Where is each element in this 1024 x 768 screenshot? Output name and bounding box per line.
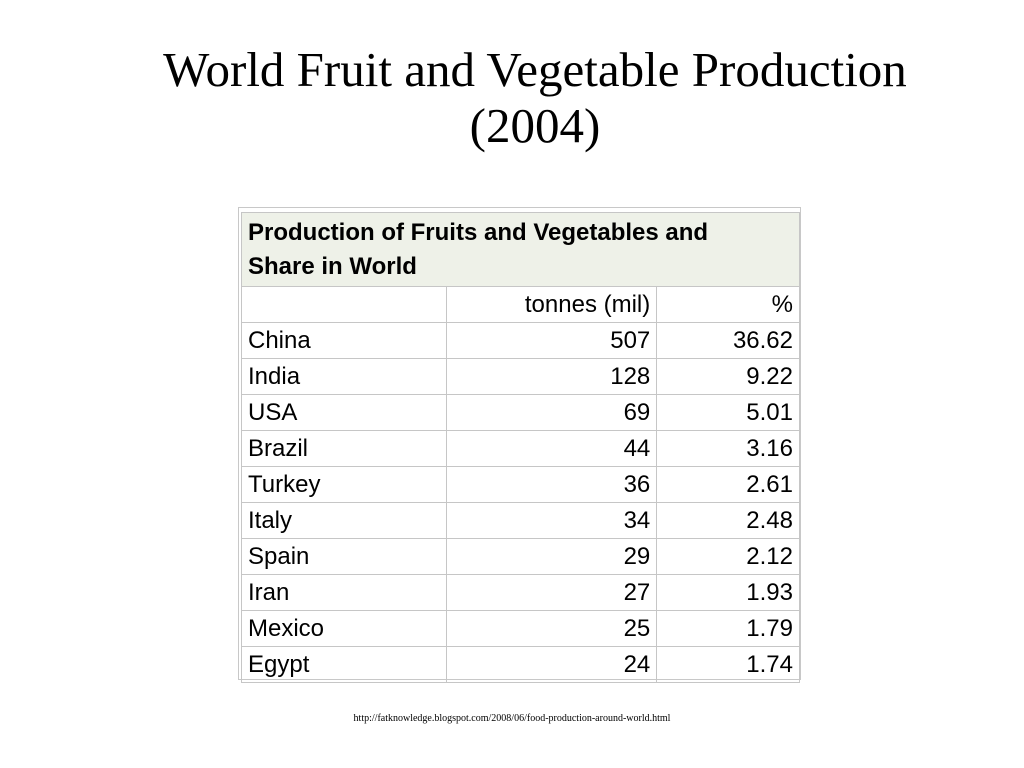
cell-country: Egypt	[241, 646, 447, 683]
cell-country: Brazil	[241, 430, 447, 467]
cell-country: Italy	[241, 502, 447, 539]
cell-tonnes: 128	[445, 358, 658, 395]
table-row: Mexico 25 1.79	[241, 610, 800, 647]
table-row: Turkey 36 2.61	[241, 466, 800, 503]
table-row: India 128 9.22	[241, 358, 800, 395]
table-row: Spain 29 2.12	[241, 538, 800, 575]
cell-country: Spain	[241, 538, 447, 575]
cell-tonnes: 69	[445, 394, 658, 431]
table-row: USA 69 5.01	[241, 394, 800, 431]
cell-percent: 2.48	[656, 502, 800, 539]
cell-country: Mexico	[241, 610, 447, 647]
cell-tonnes: 44	[445, 430, 658, 467]
cell-country: Iran	[241, 574, 447, 611]
cell-percent: 1.74	[656, 646, 800, 683]
slide-title-line-1: World Fruit and Vegetable Production	[163, 42, 907, 97]
header-percent: %	[656, 286, 800, 323]
table-row: China 507 36.62	[241, 322, 800, 359]
cell-percent: 2.61	[656, 466, 800, 503]
cell-tonnes: 36	[445, 466, 658, 503]
cell-percent: 1.93	[656, 574, 800, 611]
cell-percent: 3.16	[656, 430, 800, 467]
cell-percent: 9.22	[656, 358, 800, 395]
cell-tonnes: 27	[445, 574, 658, 611]
cell-percent: 5.01	[656, 394, 800, 431]
table-row: Italy 34 2.48	[241, 502, 800, 539]
cell-country: Turkey	[241, 466, 447, 503]
cell-tonnes: 24	[445, 646, 658, 683]
header-tonnes: tonnes (mil)	[445, 286, 658, 323]
table-row: Brazil 44 3.16	[241, 430, 800, 467]
cell-tonnes: 25	[445, 610, 658, 647]
cell-country: India	[241, 358, 447, 395]
table-image: Production of Fruits and Vegetables and …	[238, 207, 801, 683]
cell-country: USA	[241, 394, 447, 431]
cell-percent: 1.79	[656, 610, 800, 647]
table-caption-line-1: Production of Fruits and Vegetables and	[248, 218, 709, 246]
table-row: Egypt 24 1.74	[241, 646, 800, 683]
cell-percent: 2.12	[656, 538, 800, 575]
source-url: http://fatknowledge.blogspot.com/2008/06…	[353, 713, 671, 724]
table-row: Iran 27 1.93	[241, 574, 800, 611]
table-header-row: tonnes (mil) %	[241, 286, 800, 323]
production-table: Production of Fruits and Vegetables and …	[241, 212, 800, 683]
cell-country: China	[241, 322, 447, 359]
table-caption-line-2: Share in World	[248, 252, 417, 280]
slide-title-line-2: (2004)	[469, 98, 601, 153]
table-caption: Production of Fruits and Vegetables and …	[241, 212, 800, 287]
cell-tonnes: 29	[445, 538, 658, 575]
header-country	[241, 286, 447, 323]
cell-tonnes: 34	[445, 502, 658, 539]
table-caption-row: Production of Fruits and Vegetables and …	[241, 212, 800, 287]
cell-tonnes: 507	[445, 322, 658, 359]
cell-percent: 36.62	[656, 322, 800, 359]
slide-title: World Fruit and Vegetable Production (20…	[60, 42, 1010, 154]
